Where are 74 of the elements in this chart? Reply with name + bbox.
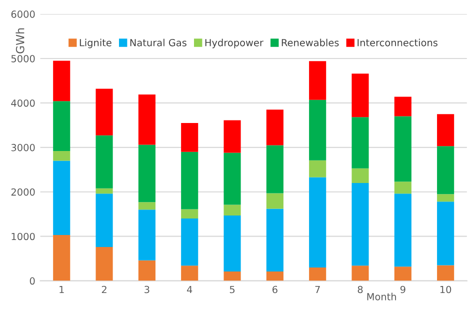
y-tick-label: 2000 xyxy=(11,188,35,196)
bar xyxy=(181,209,198,219)
bar xyxy=(181,218,198,266)
bar xyxy=(181,122,198,152)
bar xyxy=(224,204,241,216)
bar xyxy=(437,202,454,266)
y-tick-label: 4000 xyxy=(11,99,35,107)
legend-label: Renewables xyxy=(282,38,339,46)
bar xyxy=(181,266,198,281)
x-tick-label: 10 xyxy=(440,286,452,294)
y-tick-label: 6000 xyxy=(11,10,35,18)
x-tick-label: 5 xyxy=(230,286,235,294)
x-tick-label: 4 xyxy=(186,286,192,294)
x-axis-title: Month xyxy=(367,292,396,300)
bar xyxy=(352,266,369,281)
bar xyxy=(53,235,70,281)
legend-label: Hydropower xyxy=(205,38,264,48)
x-tick-label: 1 xyxy=(60,286,64,294)
bar xyxy=(352,117,369,168)
bar xyxy=(181,152,198,210)
bar xyxy=(138,202,156,210)
bar xyxy=(96,88,113,136)
bar xyxy=(309,177,326,268)
bar xyxy=(224,215,241,272)
bar xyxy=(96,188,113,194)
bar xyxy=(266,271,284,281)
bar xyxy=(437,114,454,146)
bar xyxy=(96,135,113,188)
bar xyxy=(394,194,412,267)
bar xyxy=(437,146,454,194)
bar xyxy=(437,265,454,281)
x-tick-label: 3 xyxy=(144,286,150,294)
bar xyxy=(394,182,412,194)
x-tick-label: 8 xyxy=(358,286,363,294)
y-tick-label: 5000 xyxy=(11,54,35,62)
bar xyxy=(309,61,326,100)
legend-label: Natural Gas xyxy=(130,38,186,46)
bar xyxy=(224,152,241,205)
x-tick-label: 7 xyxy=(315,286,320,294)
legend-label: Interconnections xyxy=(358,38,438,46)
bar xyxy=(138,260,156,281)
bar xyxy=(266,110,284,146)
bar xyxy=(266,208,284,272)
bar xyxy=(138,210,156,260)
bar xyxy=(394,116,412,182)
bar xyxy=(266,145,284,194)
bar xyxy=(138,144,156,202)
x-tick-label: 2 xyxy=(102,286,106,294)
x-tick-label: 6 xyxy=(272,286,278,294)
bar xyxy=(352,74,369,118)
bar xyxy=(309,100,326,160)
bar xyxy=(53,101,70,151)
bar xyxy=(266,193,284,209)
y-tick-label: 3000 xyxy=(11,144,35,152)
bar xyxy=(437,194,454,202)
bar xyxy=(352,168,369,183)
y-axis-title: GWh xyxy=(16,28,24,54)
bar xyxy=(224,120,241,153)
bar xyxy=(53,60,70,102)
bar xyxy=(309,160,326,178)
bar xyxy=(96,247,113,281)
y-tick-label: 0 xyxy=(30,277,35,285)
bar xyxy=(96,194,113,248)
y-tick-label: 1000 xyxy=(12,232,35,240)
bar xyxy=(138,94,156,145)
x-tick-label: 9 xyxy=(400,286,406,294)
bar xyxy=(309,267,326,281)
bar xyxy=(352,182,369,266)
bar xyxy=(394,96,412,116)
bar xyxy=(53,150,70,161)
bar xyxy=(224,271,241,281)
legend-label: Lignite xyxy=(80,38,112,48)
bar xyxy=(53,160,70,236)
bar xyxy=(394,266,412,281)
